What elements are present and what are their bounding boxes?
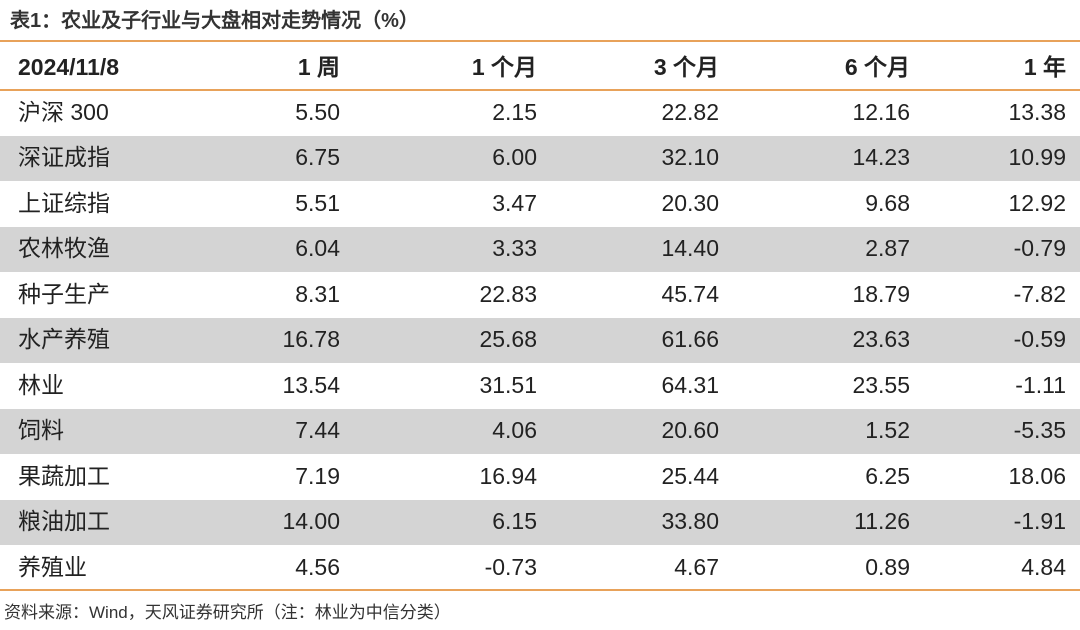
header-cell: 1 个月 [471,54,537,80]
rule [0,40,1080,42]
table-cell: 12.92 [1008,189,1066,216]
table-cell: 4.84 [1021,553,1066,580]
table-cell: 14.40 [661,235,719,262]
table-cell: 12.16 [852,99,910,125]
table-cell: 45.74 [661,280,719,307]
rule [0,89,1080,91]
row-label: 粮油加工 [18,508,110,535]
table-cell: -1.11 [1015,371,1066,398]
row-band [0,227,1080,272]
header-cell: 1 年 [1023,54,1066,80]
rule [0,589,1080,591]
table-cell: 8.31 [295,280,340,307]
table-cell: 3.47 [492,189,537,216]
table-cell: 1.52 [865,417,910,444]
row-label: 沪深 300 [18,99,109,125]
table-cell: 5.51 [295,189,340,216]
table-cell: 2.87 [865,235,910,262]
table-cell: 22.82 [661,99,719,125]
table-cell: 5.50 [295,99,340,125]
table-cell: 22.83 [479,280,537,307]
header-cell: 1 周 [297,54,340,80]
row-band [0,409,1080,454]
row-label: 上证综指 [18,189,110,216]
row-band [0,318,1080,363]
table-cell: 14.23 [852,144,910,171]
table-cell: 6.25 [865,462,910,489]
row-label: 农林牧渔 [18,235,110,262]
table-title: 表1：农业及子行业与大盘相对走势情况（%） [10,10,419,32]
table-cell: 4.56 [295,553,340,580]
table-cell: 64.31 [661,371,719,398]
table-cell: 33.80 [661,508,719,535]
table-cell: 0.89 [865,553,910,580]
table-cell: 18.79 [852,280,910,307]
table-cell: -1.91 [1013,508,1066,535]
table-cell: 20.30 [661,189,719,216]
table-cell: 6.75 [295,144,340,171]
table-cell: 11.26 [854,508,910,535]
table-cell: 25.44 [661,462,719,489]
row-band [0,500,1080,545]
table-cell: 3.33 [492,235,537,262]
table-cell: 23.63 [852,326,910,353]
table-cell: 4.67 [674,553,719,580]
row-label: 水产养殖 [18,326,110,353]
row-label: 林业 [18,371,64,398]
table-cell: -7.82 [1013,280,1066,307]
table-cell: 25.68 [479,326,537,353]
table-cell: 31.51 [479,371,537,398]
row-band [0,136,1080,181]
row-label: 饲料 [18,417,64,444]
table-cell: 23.55 [852,371,910,398]
table-cell: 6.00 [492,144,537,171]
table-cell: 7.44 [295,417,340,444]
source-note: 资料来源：Wind，天风证券研究所（注：林业为中信分类） [4,603,451,622]
table-cell: 16.94 [479,462,537,489]
table-cell: 13.38 [1008,99,1066,125]
row-label: 果蔬加工 [18,462,110,489]
header-cell: 6 个月 [844,54,910,80]
row-label: 种子生产 [18,280,110,307]
table-cell: 2.15 [492,99,537,125]
table-cell: 7.19 [295,462,340,489]
table-cell: 6.04 [295,235,340,262]
row-label: 养殖业 [18,553,87,580]
table-cell: 4.06 [492,417,537,444]
table-cell: 10.99 [1008,144,1066,171]
table-cell: -5.35 [1013,417,1066,444]
header-cell: 2024/11/8 [18,54,120,80]
table-cell: 6.15 [492,508,537,535]
header-cell: 3 个月 [653,54,719,80]
table-cell: -0.73 [484,553,537,580]
table-cell: -0.59 [1013,326,1066,353]
row-label: 深证成指 [18,144,110,171]
table-cell: 13.54 [282,371,340,398]
table-cell: 20.60 [661,417,719,444]
table-cell: 14.00 [282,508,340,535]
table-cell: 18.06 [1008,462,1066,489]
table-cell: 61.66 [661,326,719,353]
table-cell: 16.78 [282,326,340,353]
table-cell: 9.68 [865,189,910,216]
table-cell: -0.79 [1013,235,1066,262]
table-cell: 32.10 [661,144,719,171]
